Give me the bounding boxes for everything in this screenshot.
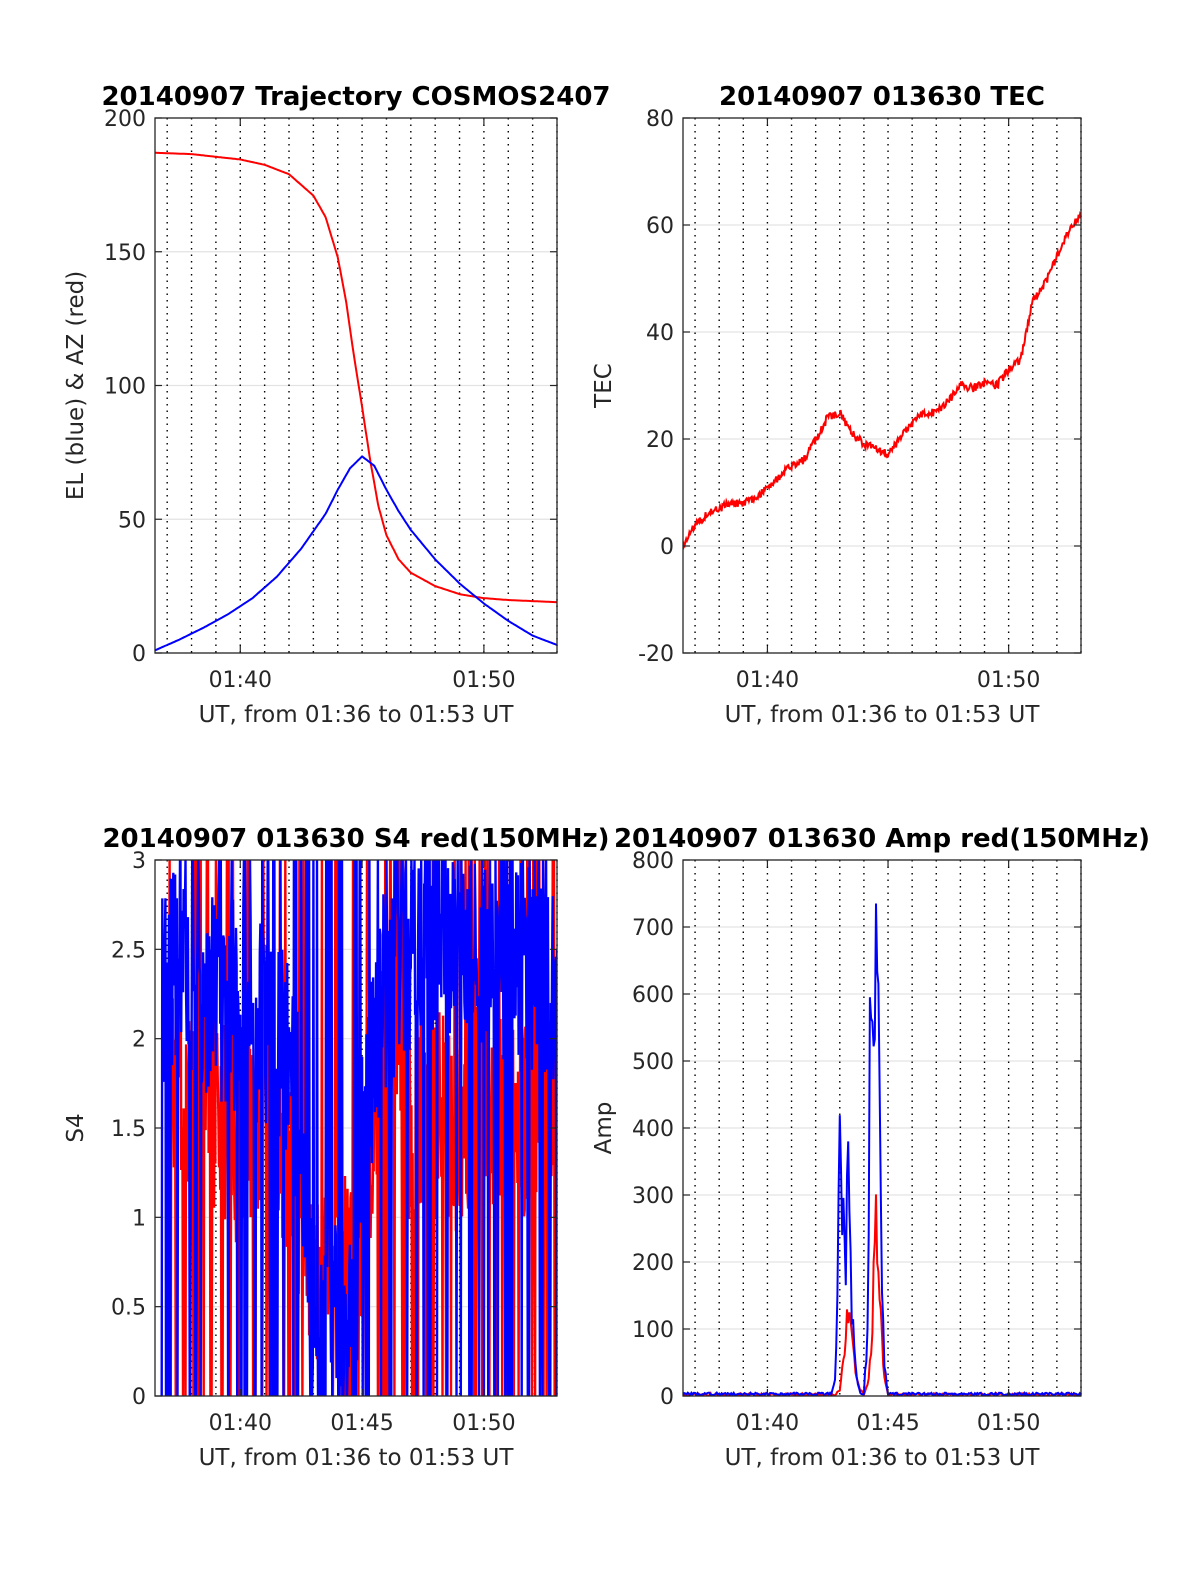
x-tick-label: 01:40 <box>209 1411 272 1436</box>
y-tick-label: 60 <box>646 214 674 239</box>
chart-title: 20140907 Trajectory COSMOS2407 <box>101 82 610 112</box>
x-axis-label: UT, from 01:36 to 01:53 UT <box>725 702 1041 728</box>
y-tick-label: 20 <box>646 428 674 453</box>
y-tick-label: 40 <box>646 321 674 346</box>
y-tick-label: 500 <box>632 1050 674 1075</box>
y-tick-label: 100 <box>632 1318 674 1343</box>
x-tick-label: 01:50 <box>977 1411 1040 1436</box>
chart-panel-2: -20 0 20 40 60 80 01:40 01:50 20140907 013630 TE… <box>591 82 1082 728</box>
y-axis-label: Amp <box>591 1102 617 1155</box>
y-tick-label: 400 <box>632 1117 674 1142</box>
y-tick-label: 1 <box>132 1206 146 1231</box>
y-tick-label: 0 <box>132 1385 146 1410</box>
y-tick-label: 0 <box>660 535 674 560</box>
y-tick-label: 700 <box>632 916 674 941</box>
y-tick-label: 200 <box>632 1251 674 1276</box>
y-tick-label: 0 <box>660 1385 674 1410</box>
y-tick-label: 80 <box>646 107 674 132</box>
y-tick-label: 2 <box>132 1028 146 1053</box>
series-line-blue <box>155 455 557 652</box>
y-tick-label: 1.5 <box>111 1117 146 1142</box>
y-tick-label: 300 <box>632 1184 674 1209</box>
x-tick-label: 01:45 <box>330 1411 393 1436</box>
axes-box <box>682 117 1082 654</box>
x-tick-label: 01:50 <box>452 668 515 693</box>
x-tick-label: 01:40 <box>736 1411 799 1436</box>
series-line-blue <box>683 903 1081 1396</box>
x-tick-label: 01:40 <box>736 668 799 693</box>
x-axis-label: UT, from 01:36 to 01:53 UT <box>725 1445 1041 1471</box>
chart-title: 20140907 013630 TEC <box>719 82 1045 112</box>
y-axis-label: S4 <box>63 1113 89 1142</box>
chart-title: 20140907 013630 S4 red(150MHz) <box>102 824 609 854</box>
y-tick-label: 800 <box>632 849 674 874</box>
y-tick-label: 600 <box>632 983 674 1008</box>
y-tick-label: 2.5 <box>111 938 146 963</box>
chart-panel-1: 0 50 100 150 200 01:40 01:50 20140907 Trajector… <box>63 82 611 728</box>
y-tick-label: 0.5 <box>111 1296 146 1321</box>
chart-title: 20140907 013630 Amp red(150MHz) <box>614 824 1150 854</box>
y-tick-label: 0 <box>132 642 146 667</box>
series-line-red <box>683 211 1081 550</box>
y-tick-label: 100 <box>104 375 146 400</box>
x-axis-label: UT, from 01:36 to 01:53 UT <box>199 702 515 728</box>
series-line-red <box>155 151 557 604</box>
y-tick-label: 50 <box>118 508 146 533</box>
y-tick-label: 200 <box>104 107 146 132</box>
x-axis-label: UT, from 01:36 to 01:53 UT <box>199 1445 515 1471</box>
y-tick-label: 3 <box>132 849 146 874</box>
y-tick-label: -20 <box>638 642 674 667</box>
chart-panel-4: 0 100 200 300 400 500 600 700 800 01:40 01:45 01:50… <box>591 824 1150 1471</box>
y-axis-label: EL (blue) & AZ (red) <box>63 271 89 500</box>
y-tick-label: 150 <box>104 241 146 266</box>
series-line-blue <box>160 860 557 1396</box>
x-tick-label: 01:50 <box>452 1411 515 1436</box>
chart-panel-3: 0 0.5 1 1.5 2 2.5 3 01:40 01:45 01:50 20140907 013… <box>63 824 610 1471</box>
x-tick-label: 01:50 <box>977 668 1040 693</box>
x-tick-label: 01:45 <box>856 1411 919 1436</box>
x-tick-label: 01:40 <box>209 668 272 693</box>
y-axis-label: TEC <box>591 363 617 409</box>
